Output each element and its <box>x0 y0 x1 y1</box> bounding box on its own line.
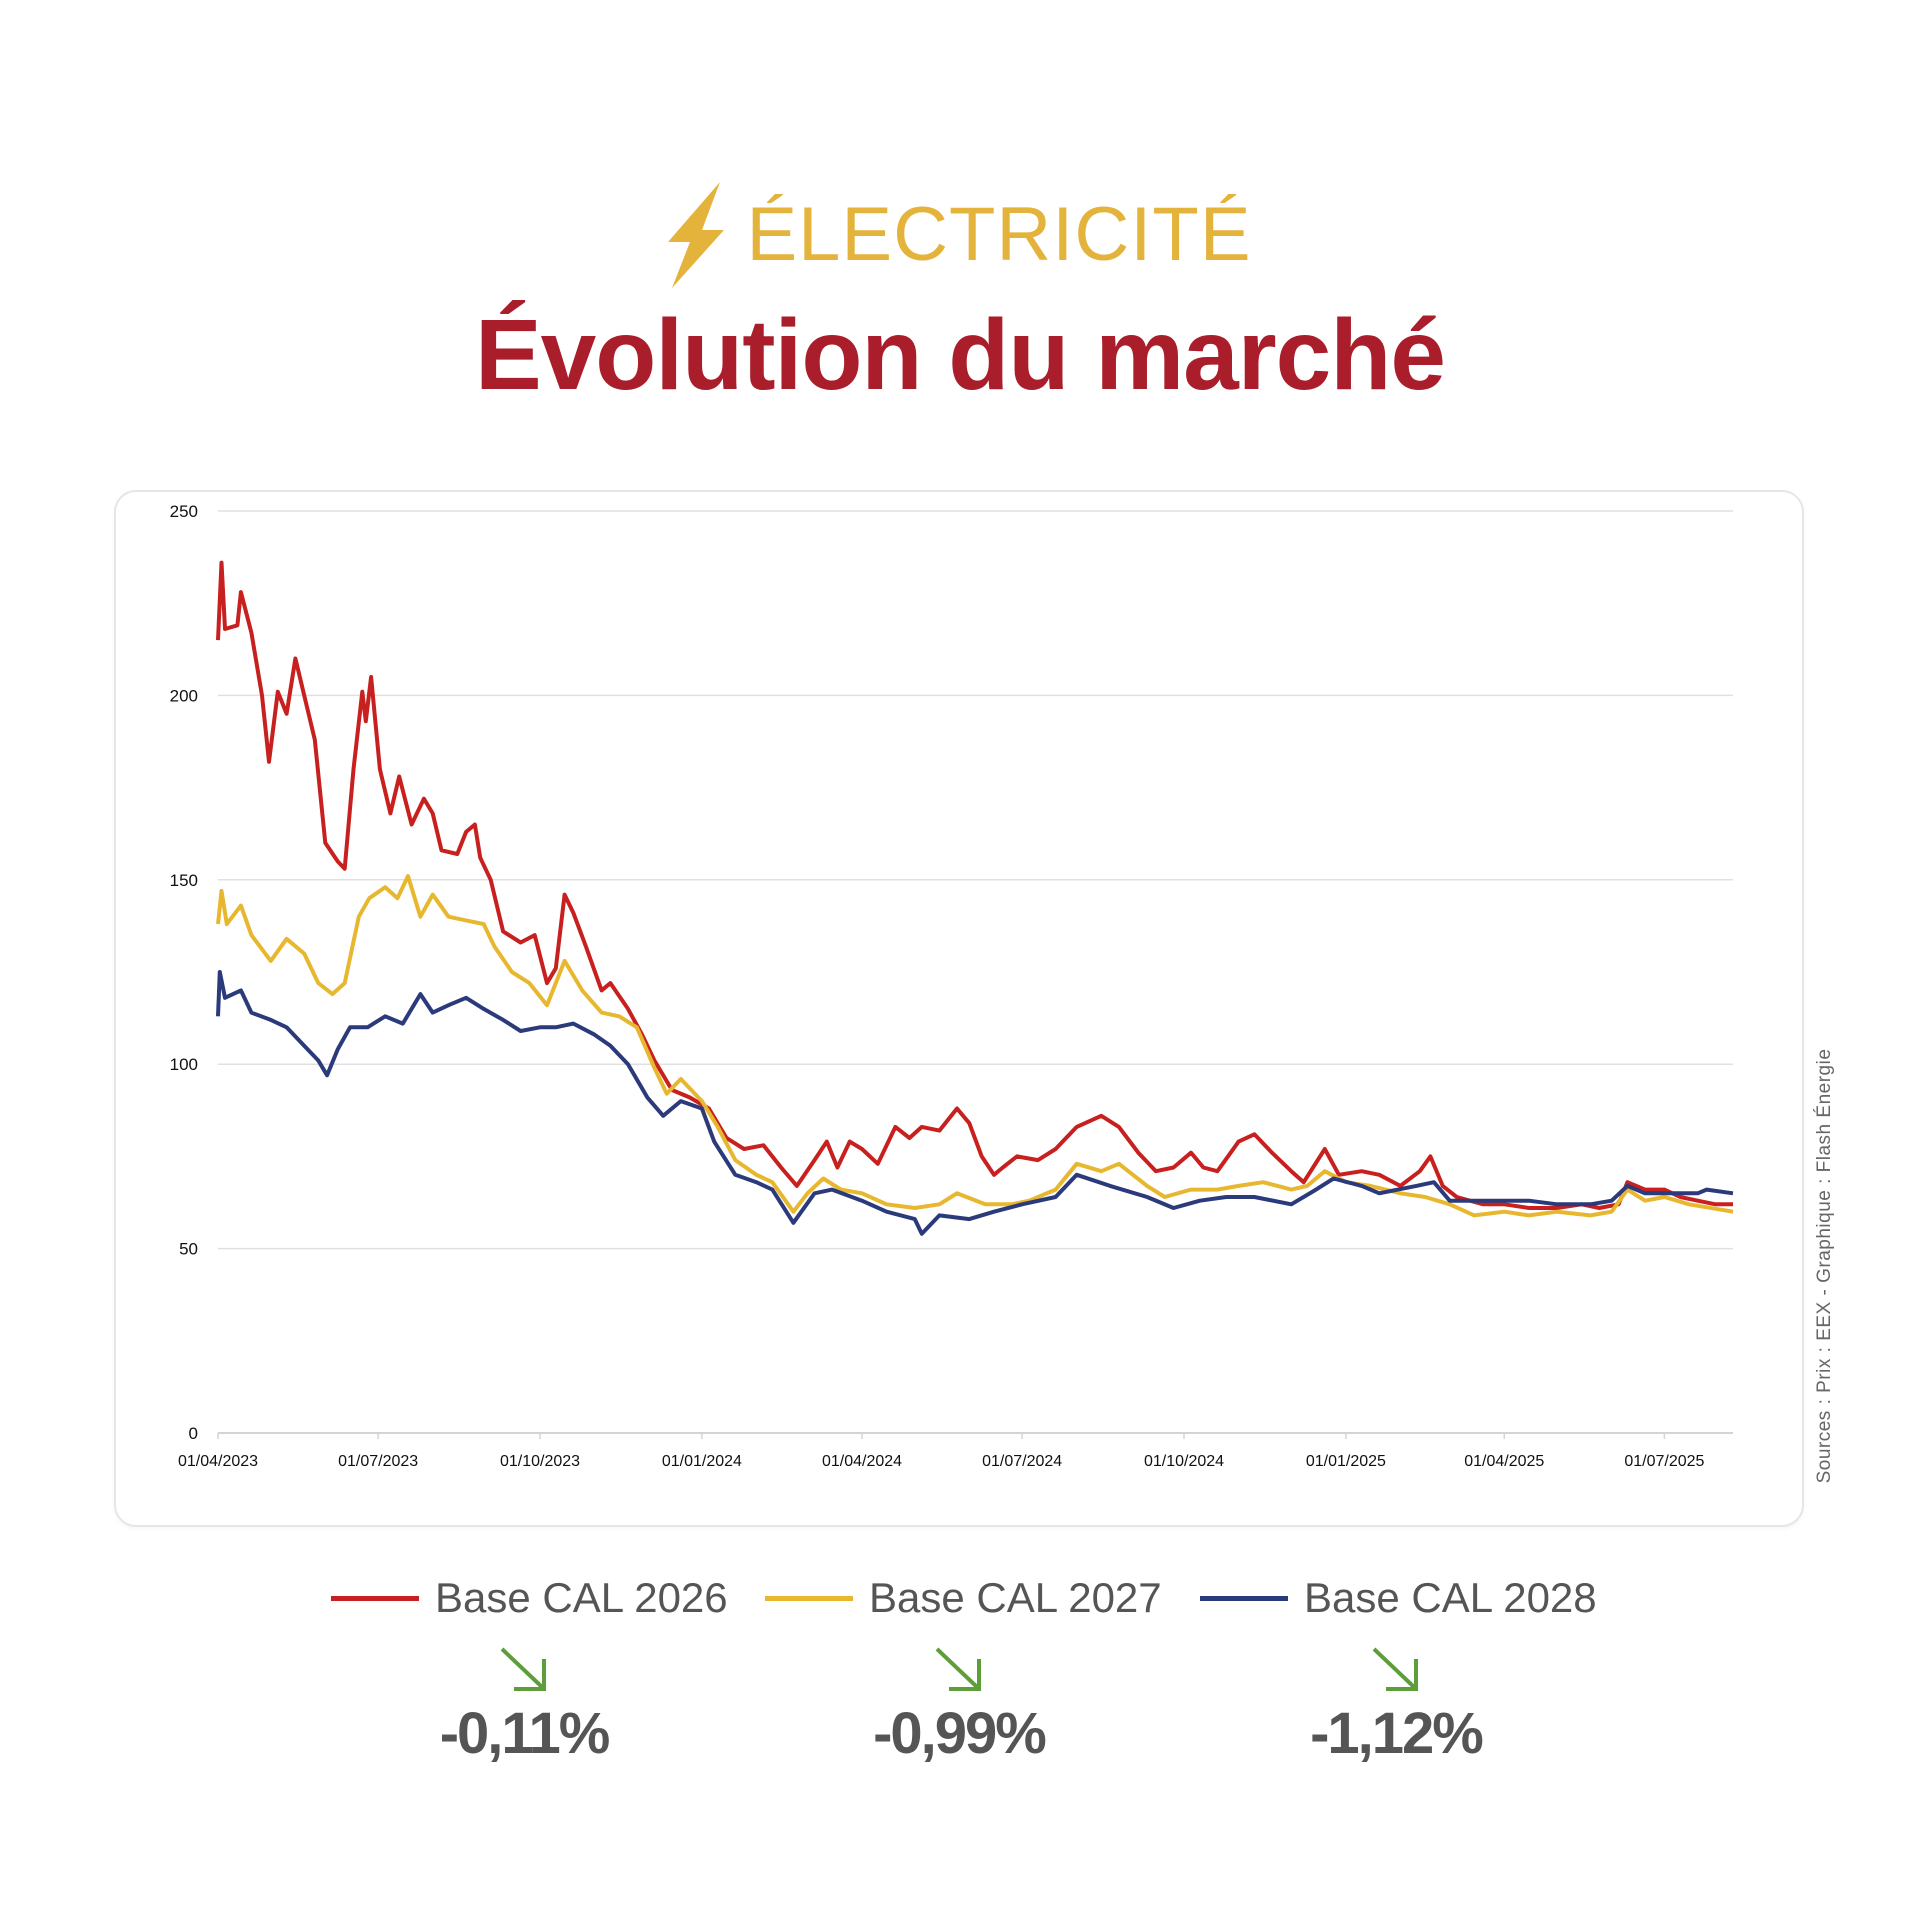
x-tick-label: 01/04/2023 <box>178 1453 258 1470</box>
arrow-down-right-icon <box>935 1647 981 1691</box>
legend-item: Base CAL 2028 <box>1200 1575 1597 1621</box>
arrow-down-right-icon <box>500 1647 546 1691</box>
source-note: Sources : Prix : EEX - Graphique : Flash… <box>1814 1048 1835 1484</box>
section-kicker: ÉLECTRICITÉ <box>0 180 1920 290</box>
y-tick-label: 100 <box>170 1055 198 1074</box>
change-value: -0,11% <box>439 1701 611 1766</box>
section-label: ÉLECTRICITÉ <box>746 192 1252 277</box>
legend-swatch <box>1200 1595 1288 1601</box>
change-value: -0,99% <box>873 1701 1047 1766</box>
legend-swatch <box>765 1595 853 1601</box>
legend-swatch <box>331 1595 419 1601</box>
change-indicator: -1,12% <box>1246 1645 1546 1763</box>
change-value: -1,12% <box>1310 1701 1484 1766</box>
arrow-down-right-icon <box>1372 1647 1418 1691</box>
legend-label: Base CAL 2026 <box>435 1574 728 1621</box>
series-line-1 <box>216 560 1733 1210</box>
series-line-2 <box>216 874 1734 1218</box>
x-tick-label: 01/07/2024 <box>982 1453 1062 1470</box>
x-tick-label: 01/10/2024 <box>1144 1453 1224 1470</box>
y-tick-label: 250 <box>170 502 198 521</box>
legend-item: Base CAL 2027 <box>765 1575 1162 1621</box>
legend-item: Base CAL 2026 <box>331 1575 728 1621</box>
change-indicator: -0,99% <box>809 1645 1109 1763</box>
y-tick-label: 200 <box>170 686 198 705</box>
page-title: Évolution du marché <box>474 299 1446 411</box>
y-tick-label: 50 <box>179 1240 198 1259</box>
change-indicator: -0,11% <box>374 1645 674 1763</box>
x-tick-label: 01/07/2025 <box>1624 1453 1704 1470</box>
chart-card <box>114 490 1804 1527</box>
x-tick-label: 01/01/2025 <box>1306 1453 1386 1470</box>
x-tick-label: 01/01/2024 <box>662 1453 742 1470</box>
x-tick-label: 01/10/2023 <box>500 1453 580 1470</box>
legend-label: Base CAL 2028 <box>1304 1574 1597 1621</box>
x-tick-label: 01/07/2023 <box>338 1453 418 1470</box>
y-tick-label: 0 <box>189 1424 198 1443</box>
y-tick-label: 150 <box>170 871 198 890</box>
x-tick-label: 01/04/2025 <box>1464 1453 1544 1470</box>
legend-label: Base CAL 2027 <box>869 1574 1162 1621</box>
series-line-3 <box>216 970 1734 1236</box>
x-tick-label: 01/04/2024 <box>822 1453 902 1470</box>
lightning-bolt-icon <box>668 182 725 288</box>
